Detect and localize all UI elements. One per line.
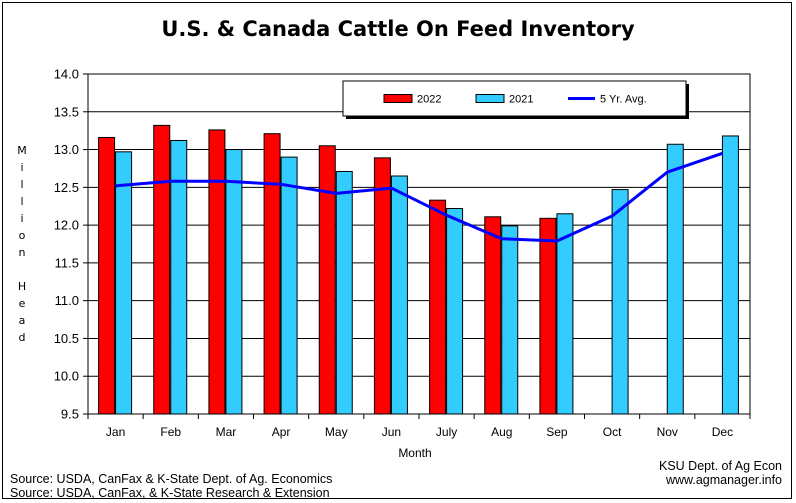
y-axis-label-letter: o (18, 229, 26, 242)
y-axis-label-letter: M (17, 144, 27, 157)
bar-2022 (484, 216, 502, 415)
legend-swatch (383, 94, 413, 103)
source-line-2: Source: USDA, CanFax, & K-State Research… (10, 486, 330, 500)
y-axis-label-letter: i (20, 161, 24, 174)
x-tick-label: Jan (106, 425, 125, 439)
x-tick-label: Nov (657, 425, 678, 439)
bar-2021 (335, 170, 353, 415)
x-tick-label: Oct (603, 425, 622, 439)
bar-2022 (98, 136, 116, 415)
bar-2021 (501, 225, 519, 415)
x-tick-label: Sep (546, 425, 568, 439)
legend-label: 2021 (509, 94, 533, 106)
legend-label: 2022 (417, 94, 441, 106)
bar-2021 (115, 151, 133, 415)
y-tick-label: 13.5 (54, 104, 79, 119)
x-tick-label: July (436, 425, 457, 439)
line-5yr-avg (115, 151, 723, 243)
y-tick-label: 12.0 (54, 218, 79, 233)
x-tick-label: Apr (272, 425, 291, 439)
y-tick-label: 11.0 (55, 293, 79, 308)
bar-2022 (318, 145, 336, 415)
bar-2022 (539, 217, 557, 415)
y-axis-label-letter: H (17, 280, 27, 293)
credit-line-2: www.agmanager.info (665, 473, 782, 487)
x-axis-label: Month (398, 446, 432, 460)
bar-2021 (556, 213, 574, 415)
legend-label: 5 Yr. Avg. (600, 94, 647, 106)
y-axis-label-letter: a (18, 314, 26, 327)
x-tick-label: Jun (382, 425, 401, 439)
y-tick-label: 14.0 (54, 67, 79, 82)
y-tick-label: 9.5 (61, 407, 79, 422)
y-tick-label: 12.5 (54, 180, 79, 195)
bar-2022 (429, 199, 447, 415)
bar-2021 (611, 189, 629, 415)
bar-2021 (280, 156, 298, 415)
bar-2021 (390, 175, 408, 415)
y-axis-label-letter: d (18, 331, 26, 344)
x-tick-label: Aug (491, 425, 512, 439)
x-tick-label: Dec (712, 425, 733, 439)
bar-2022 (263, 133, 281, 415)
credit-line-1: KSU Dept. of Ag Econ (659, 459, 782, 473)
bar-2021 (666, 143, 684, 415)
y-axis-label-letter: l (20, 195, 24, 208)
y-tick-label: 11.5 (55, 255, 79, 270)
y-axis-label-letter: e (18, 297, 26, 310)
bar-2022 (373, 157, 391, 415)
bar-2021 (721, 135, 739, 415)
source-line-1: Source: USDA, CanFax & K-State Dept. of … (10, 472, 333, 486)
y-tick-label: 13.0 (54, 142, 79, 157)
bar-2022 (208, 129, 226, 415)
y-axis-label-letter: n (18, 246, 26, 259)
x-tick-label: May (325, 425, 348, 439)
plot-border (87, 73, 751, 415)
legend-swatch (475, 94, 505, 103)
bar-2022 (153, 124, 171, 415)
x-tick-label: Feb (160, 425, 181, 439)
x-tick-label: Mar (216, 425, 237, 439)
chart-title: U.S. & Canada Cattle On Feed Inventory (161, 17, 635, 41)
bar-2021 (446, 207, 464, 415)
y-tick-label: 10.0 (54, 369, 79, 384)
y-axis-label-letter: l (20, 178, 24, 191)
y-tick-label: 10.5 (54, 331, 79, 346)
y-axis-label-letter: i (20, 212, 24, 225)
bar-2021 (225, 149, 243, 415)
